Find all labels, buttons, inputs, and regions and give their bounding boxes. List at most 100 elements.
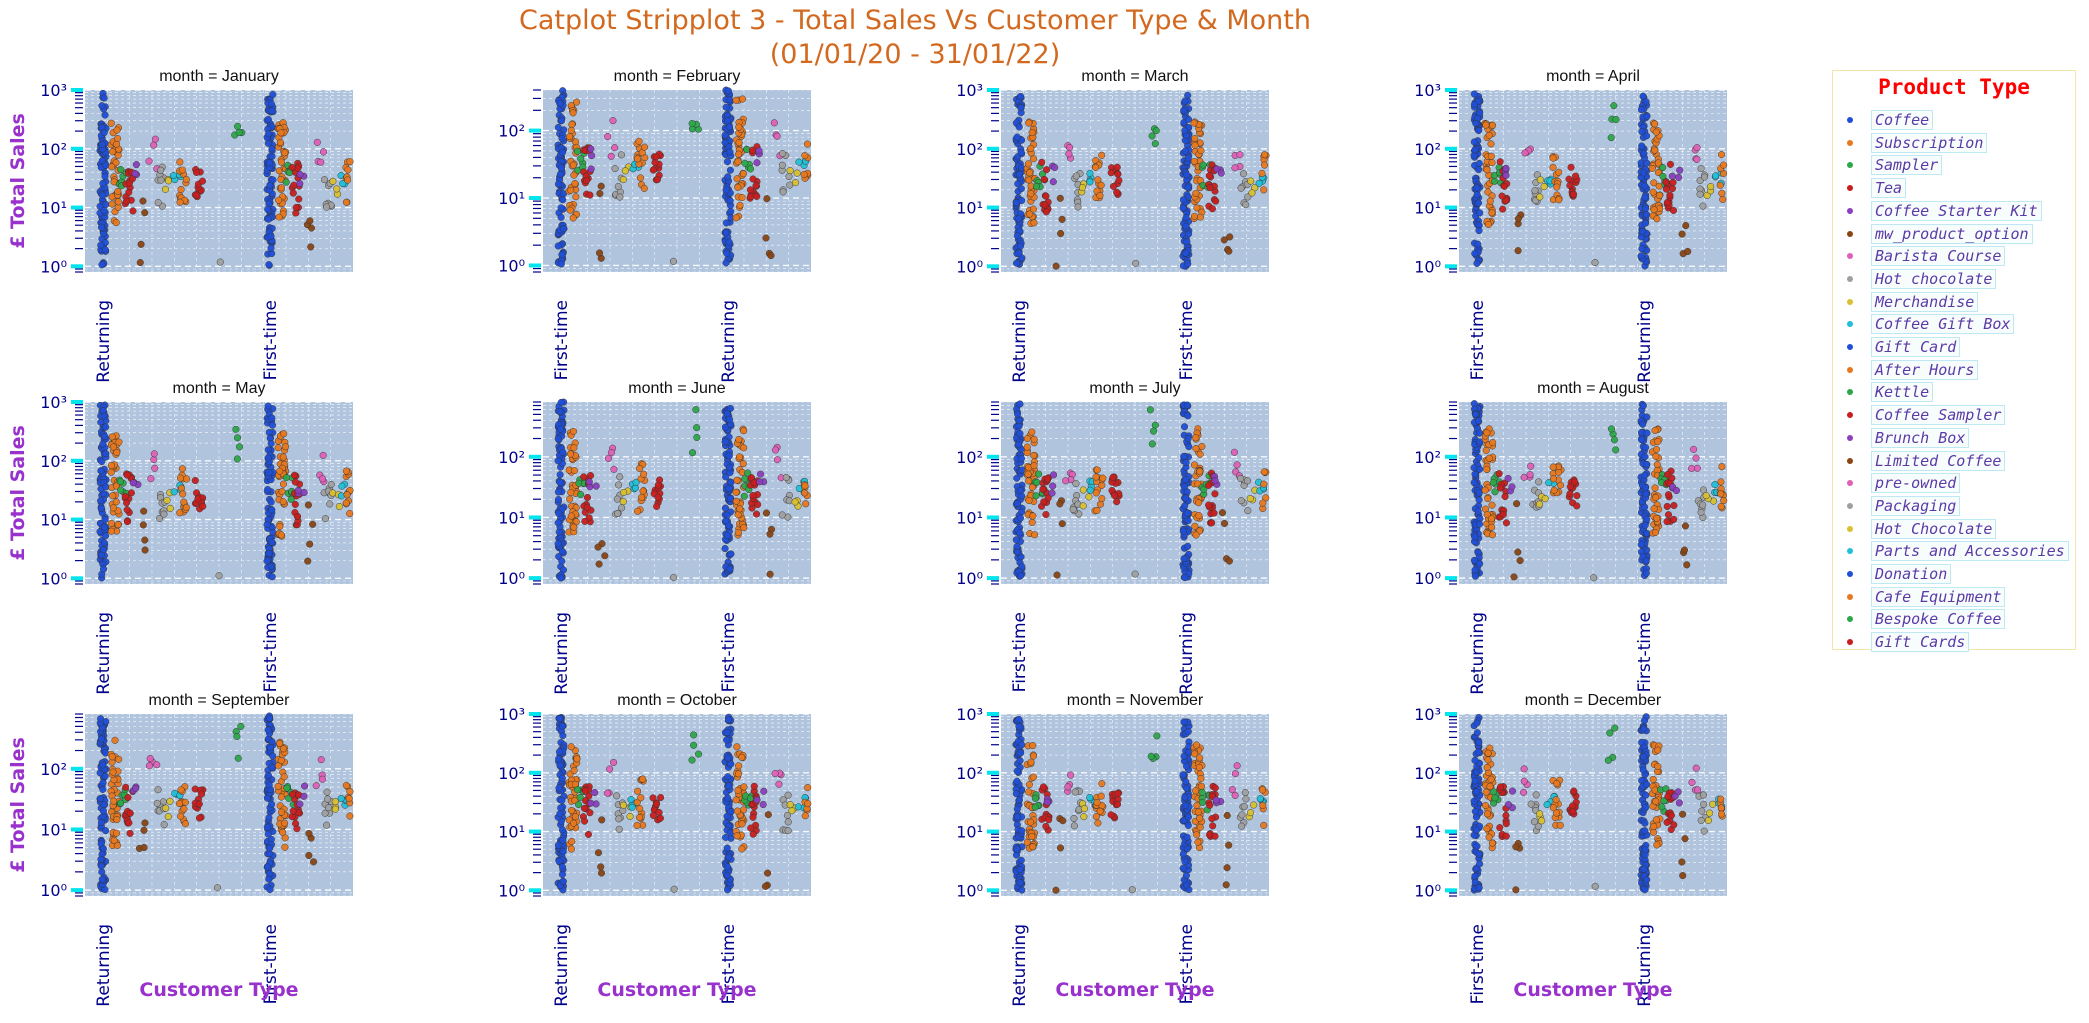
data-point: [1114, 170, 1122, 178]
data-point: [1488, 121, 1497, 129]
y-tick-label: 10³: [40, 393, 67, 412]
data-point: [725, 96, 733, 104]
data-point: [264, 726, 272, 734]
data-point: [557, 804, 565, 812]
data-point: [556, 471, 564, 479]
data-point: [312, 782, 320, 790]
data-point: [583, 503, 591, 511]
data-point: [317, 756, 325, 764]
data-point: [573, 147, 581, 155]
data-point: [123, 506, 131, 514]
y-tick-label: 10¹: [1414, 199, 1441, 218]
facet-panel: 10⁰ 10¹ 10² month = February First-time Retur…: [498, 68, 812, 383]
data-point: [269, 91, 277, 99]
data-point: [554, 488, 562, 496]
data-point: [164, 813, 172, 821]
data-point: [1516, 557, 1524, 565]
data-point: [639, 775, 647, 783]
data-point: [1180, 423, 1189, 431]
data-point: [1648, 164, 1656, 172]
data-point: [601, 552, 609, 560]
data-point: [1013, 133, 1021, 141]
data-point: [264, 115, 272, 123]
data-point: [762, 509, 771, 517]
data-point: [97, 241, 105, 249]
data-point: [1684, 247, 1692, 256]
x-tick-label: First-time: [1468, 300, 1488, 380]
data-point: [1074, 203, 1082, 211]
data-point: [1642, 211, 1651, 219]
data-point: [1720, 161, 1728, 169]
data-point: [1096, 191, 1104, 200]
data-point: [555, 784, 563, 792]
data-point: [317, 158, 325, 166]
data-point: [268, 421, 277, 429]
data-point: [786, 801, 794, 809]
data-point: [1015, 417, 1023, 425]
y-tick-label: 10⁰: [40, 569, 67, 588]
facet-panel: 10⁰ 10¹ 10² month = July First-time Returning: [956, 380, 1270, 695]
data-point: [320, 176, 329, 184]
data-point: [1502, 164, 1510, 172]
data-point: [570, 444, 578, 452]
data-point: [1651, 484, 1659, 492]
data-point: [102, 423, 110, 431]
data-point: [1549, 163, 1557, 171]
data-point: [1680, 546, 1688, 554]
data-point: [1489, 439, 1497, 447]
data-point: [559, 722, 567, 730]
data-point: [178, 465, 186, 473]
y-tick-label: 10¹: [498, 508, 525, 527]
x-tick-label: Returning: [94, 612, 114, 695]
data-point: [1255, 179, 1263, 187]
data-point: [1499, 511, 1507, 519]
data-point: [97, 735, 105, 743]
data-point: [117, 486, 125, 494]
data-point: [1184, 154, 1192, 162]
y-tick-label: 10²: [498, 764, 525, 783]
data-point: [282, 178, 290, 186]
data-point: [558, 148, 567, 156]
data-point: [150, 141, 158, 149]
data-point: [151, 464, 159, 472]
data-point: [1535, 478, 1543, 486]
facet-title: month = January: [159, 68, 279, 85]
data-point: [1039, 783, 1047, 791]
data-point: [97, 223, 106, 231]
data-point: [1086, 793, 1094, 802]
data-point: [560, 225, 568, 233]
data-point: [559, 448, 567, 456]
data-point: [606, 765, 614, 773]
data-point: [640, 184, 648, 192]
data-point: [153, 799, 161, 807]
data-point: [300, 488, 308, 497]
data-point: [300, 792, 308, 800]
data-point: [1699, 202, 1707, 210]
data-point: [1066, 143, 1074, 152]
data-point: [115, 755, 123, 763]
data-point: [727, 207, 735, 216]
data-point: [1471, 250, 1479, 258]
data-point: [1488, 501, 1496, 509]
data-point: [1086, 178, 1094, 186]
data-point: [571, 180, 579, 188]
facet-title: month = October: [617, 692, 737, 709]
data-point: [1475, 520, 1483, 528]
data-point: [724, 853, 733, 861]
data-point: [1496, 484, 1504, 492]
data-point: [1109, 473, 1117, 481]
data-point: [329, 177, 337, 185]
data-point: [109, 148, 117, 156]
data-point: [1659, 164, 1667, 172]
data-point: [344, 176, 352, 184]
data-point: [1248, 189, 1256, 197]
data-point: [265, 549, 273, 557]
data-point: [617, 151, 625, 159]
data-point: [723, 249, 731, 257]
data-point: [1720, 496, 1728, 505]
data-point: [1481, 486, 1489, 494]
data-point: [586, 191, 594, 199]
data-point: [735, 435, 743, 444]
data-point: [145, 762, 153, 770]
data-point: [264, 402, 272, 410]
